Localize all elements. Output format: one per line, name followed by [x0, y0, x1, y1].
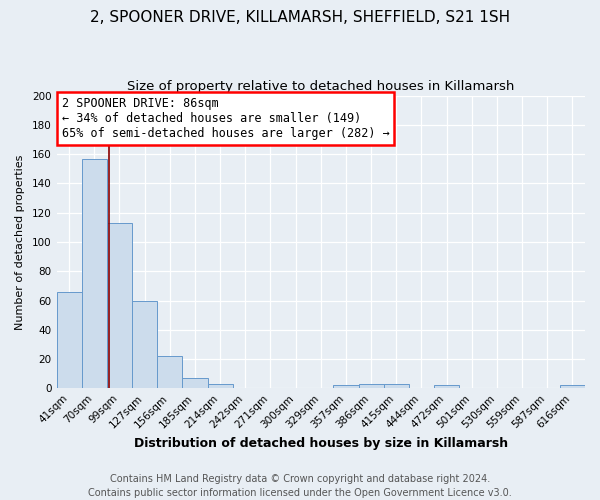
- Bar: [157, 356, 182, 388]
- Bar: [383, 384, 409, 388]
- Bar: [132, 300, 157, 388]
- Bar: [560, 386, 585, 388]
- Bar: [434, 386, 459, 388]
- Bar: [208, 384, 233, 388]
- Bar: [182, 378, 208, 388]
- Bar: [82, 158, 107, 388]
- Bar: [56, 292, 82, 388]
- Bar: [107, 223, 132, 388]
- Y-axis label: Number of detached properties: Number of detached properties: [15, 154, 25, 330]
- Title: Size of property relative to detached houses in Killamarsh: Size of property relative to detached ho…: [127, 80, 514, 93]
- X-axis label: Distribution of detached houses by size in Killamarsh: Distribution of detached houses by size …: [134, 437, 508, 450]
- Text: 2 SPOONER DRIVE: 86sqm
← 34% of detached houses are smaller (149)
65% of semi-de: 2 SPOONER DRIVE: 86sqm ← 34% of detached…: [62, 97, 389, 140]
- Bar: [334, 386, 359, 388]
- Text: Contains HM Land Registry data © Crown copyright and database right 2024.
Contai: Contains HM Land Registry data © Crown c…: [88, 474, 512, 498]
- Text: 2, SPOONER DRIVE, KILLAMARSH, SHEFFIELD, S21 1SH: 2, SPOONER DRIVE, KILLAMARSH, SHEFFIELD,…: [90, 10, 510, 25]
- Bar: [359, 384, 383, 388]
